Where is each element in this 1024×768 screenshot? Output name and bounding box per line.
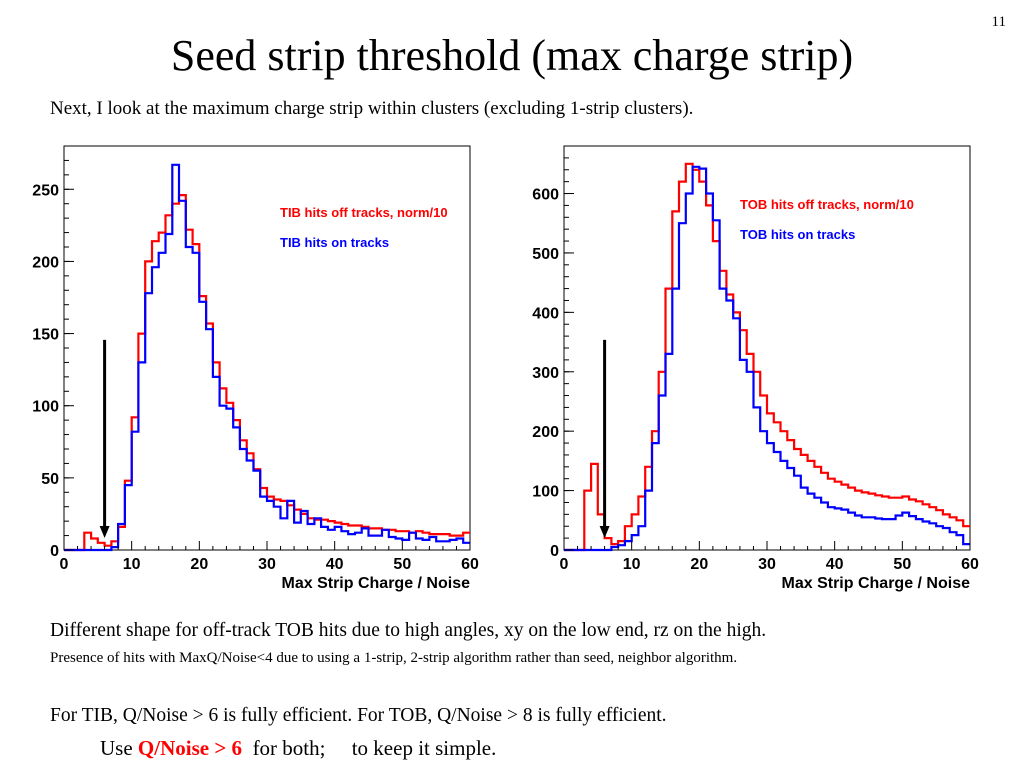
series-line-1 <box>564 165 970 552</box>
tib-histogram: 0 10 20 30 40 50 60 0 50 100 150 200 250 Max Strip Ch… <box>32 145 479 592</box>
legend-entry-0: TIB hits off tracks, norm/10 <box>280 205 448 220</box>
x-tick-label-20: 20 <box>190 556 208 573</box>
note-shape-difference: Different shape for off-track TOB hits d… <box>50 620 767 641</box>
conclusion-prefix: Use <box>100 736 138 760</box>
x-axis-title: Max Strip Charge / Noise <box>782 575 971 592</box>
y-tick-label-0: 0 <box>550 543 559 560</box>
y-tick-label-250: 250 <box>32 182 59 199</box>
x-tick-label-60: 60 <box>461 556 479 573</box>
slide-subtitle: Next, I look at the maximum charge strip… <box>50 98 694 119</box>
series-line-1 <box>64 163 470 552</box>
slide-title: Seed strip threshold (max charge strip) <box>170 31 854 80</box>
x-tick-label-10: 10 <box>623 556 641 573</box>
x-tick-label-20: 20 <box>690 556 708 573</box>
y-tick-label-100: 100 <box>32 399 59 416</box>
x-axis-title: Max Strip Charge / Noise <box>282 575 471 592</box>
y-tick-label-600: 600 <box>532 187 559 204</box>
x-tick-label-0: 0 <box>560 556 569 573</box>
x-tick-label-50: 50 <box>893 556 911 573</box>
x-tick-label-40: 40 <box>326 556 344 573</box>
x-tick-label-40: 40 <box>826 556 844 573</box>
series-line-0 <box>564 162 970 552</box>
x-tick-label-60: 60 <box>961 556 979 573</box>
x-tick-label-30: 30 <box>758 556 776 573</box>
conclusion-threshold: Q/Noise > 6 <box>137 736 243 760</box>
y-tick-label-0: 0 <box>50 543 59 560</box>
page-number: 11 <box>991 14 1006 30</box>
note-efficiency: For TIB, Q/Noise > 6 is fully efficient.… <box>50 705 667 726</box>
series-line-0 <box>64 194 470 552</box>
y-tick-label-50: 50 <box>41 471 59 488</box>
y-tick-label-300: 300 <box>532 365 559 382</box>
plot-frame <box>563 145 971 551</box>
x-tick-label-30: 30 <box>258 556 276 573</box>
y-tick-label-150: 150 <box>32 327 59 344</box>
legend-entry-1: TOB hits on tracks <box>740 227 855 242</box>
y-tick-label-200: 200 <box>532 424 559 441</box>
threshold-arrow-head <box>599 526 610 538</box>
y-tick-label-400: 400 <box>532 305 559 322</box>
note-conclusion: Use Q/Noise > 6 for both; to keep it sim… <box>100 736 496 761</box>
legend-entry-0: TOB hits off tracks, norm/10 <box>740 197 914 212</box>
y-tick-label-100: 100 <box>532 484 559 501</box>
note-low-q-hits: Presence of hits with MaxQ/Noise<4 due t… <box>50 650 738 666</box>
threshold-arrow-head <box>99 526 110 538</box>
conclusion-suffix: for both; to keep it simple. <box>242 736 497 760</box>
y-tick-label-500: 500 <box>532 246 559 263</box>
x-tick-label-10: 10 <box>123 556 141 573</box>
x-tick-label-0: 0 <box>60 556 69 573</box>
x-tick-label-50: 50 <box>393 556 411 573</box>
legend-entry-1: TIB hits on tracks <box>280 235 389 250</box>
y-tick-label-200: 200 <box>32 254 59 271</box>
